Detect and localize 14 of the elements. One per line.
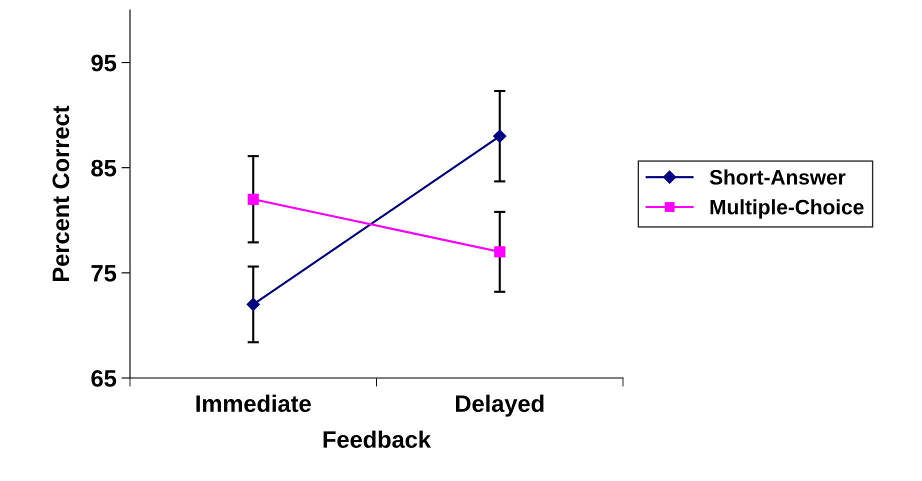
x-tick-label: Delayed (456, 394, 544, 417)
point (246, 298, 260, 311)
legend-label: Short-Answer (710, 169, 846, 185)
legend-label: Multiple-Choice (710, 199, 864, 219)
y-axis-title: Percent Correct (52, 106, 70, 281)
x-tick-label: Immediate (196, 394, 311, 412)
point (248, 194, 259, 205)
y-tick-label: 65 (91, 370, 116, 387)
y-tick-label: 95 (91, 54, 116, 72)
point (494, 246, 506, 258)
y-tick-label: 85 (91, 160, 116, 176)
y-tick-label: 75 (92, 265, 116, 282)
point (493, 130, 506, 143)
x-axis-title: Feedback (324, 430, 431, 448)
